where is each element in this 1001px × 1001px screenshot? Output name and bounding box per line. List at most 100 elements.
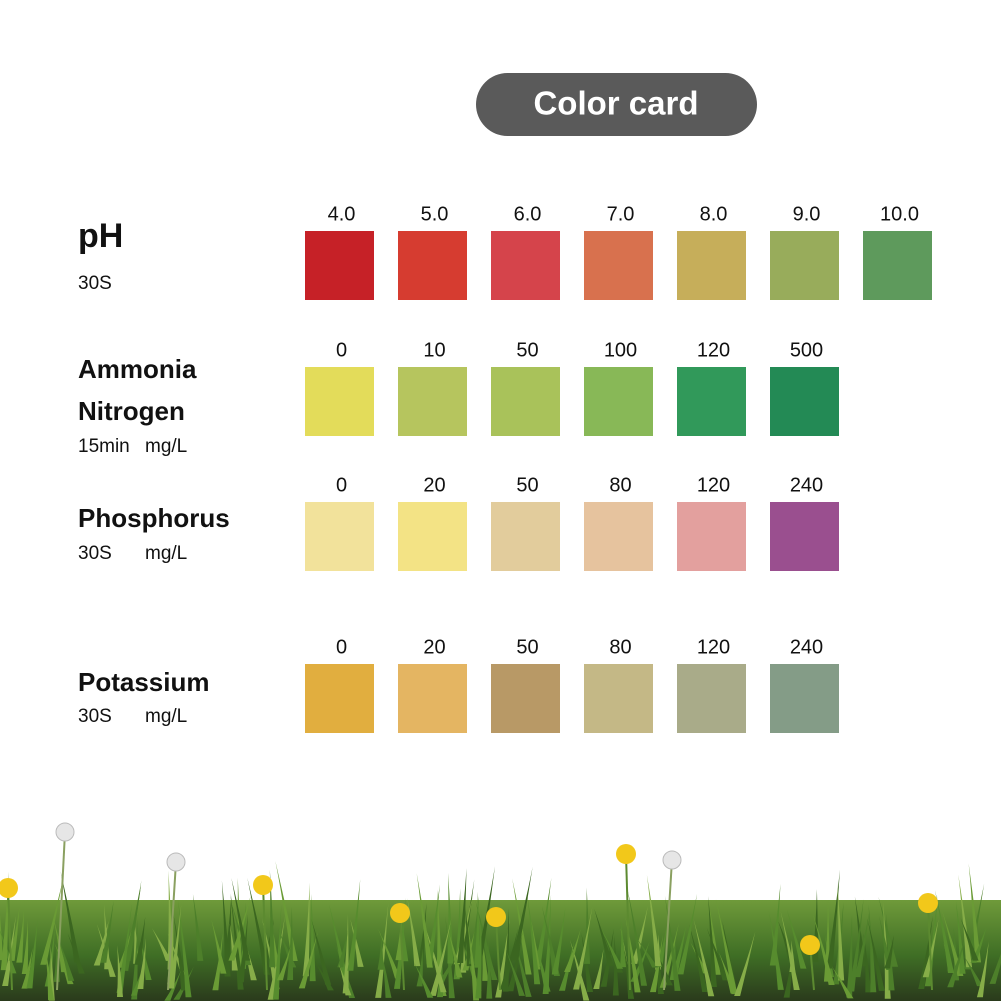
dandelion: [486, 907, 506, 927]
section-name: Potassium: [78, 667, 210, 697]
grass-blade: [426, 884, 440, 964]
swatch-label: 0: [336, 636, 347, 658]
swatch-label: 5.0: [421, 203, 449, 225]
grass-blade: [934, 890, 955, 974]
flower-stem: [167, 861, 177, 991]
grass-blade: [375, 903, 389, 998]
grass-blade: [26, 918, 38, 989]
grass-blade: [447, 873, 454, 964]
grass-blade: [507, 932, 523, 992]
swatch-label: 7.0: [607, 203, 635, 225]
grass-blade: [130, 964, 144, 996]
grass-blade: [831, 966, 854, 999]
grass-blade: [789, 940, 796, 972]
swatch: [491, 502, 560, 571]
section-name: Nitrogen: [78, 396, 185, 426]
grass: [0, 822, 1001, 1001]
grass-blade: [67, 933, 85, 974]
grass-blade: [393, 897, 406, 989]
grass-blade: [989, 953, 1001, 984]
dandelion: [800, 935, 820, 955]
flower-stem: [262, 884, 268, 991]
flower-stem: [7, 887, 13, 991]
section-note: 15min: [78, 436, 130, 457]
section-note: mg/L: [145, 706, 187, 727]
grass-blade: [269, 870, 276, 968]
swatch-label: 50: [516, 339, 538, 361]
grass-blade: [854, 911, 870, 978]
grass-blade: [868, 904, 877, 993]
grass-blade: [347, 879, 361, 971]
grass-blade: [131, 918, 138, 1000]
grass-blade: [377, 928, 401, 979]
grass-blade: [474, 891, 481, 968]
grass-blade: [192, 893, 204, 961]
swatch-label: 500: [790, 339, 823, 361]
grass-blade: [407, 898, 421, 967]
swatch: [398, 502, 467, 571]
section-name: Phosphorus: [78, 503, 230, 533]
grass-blade: [377, 933, 384, 970]
grass-blade: [963, 955, 983, 987]
grass-blade: [223, 895, 232, 965]
swatch-label: 9.0: [793, 203, 821, 225]
flower-stem: [399, 912, 405, 991]
grass-blade: [693, 919, 715, 997]
grass-blade: [8, 907, 20, 961]
grass-blade: [863, 933, 872, 993]
swatch: [677, 231, 746, 300]
swatch-label: 50: [516, 636, 538, 658]
grass-blade: [342, 914, 349, 994]
grass-blade: [21, 919, 29, 974]
swatch-label: 120: [697, 474, 730, 496]
grass-blade: [416, 873, 433, 968]
grass-blade: [116, 903, 132, 993]
grass-blade: [0, 871, 9, 971]
swatch-label: 80: [609, 474, 631, 496]
grass-blade: [671, 923, 687, 974]
grass-blade: [221, 880, 231, 977]
grass-blade: [2, 915, 16, 987]
grass-blade: [612, 935, 619, 996]
grass-blade: [812, 912, 835, 985]
grass-blade: [970, 927, 987, 963]
flower-stem: [56, 831, 66, 991]
section-name: Ammonia: [78, 354, 197, 384]
grass-blade: [837, 883, 845, 981]
grass-blade: [134, 916, 146, 965]
grass-blade: [867, 918, 885, 991]
flower-stem: [663, 859, 673, 991]
grass-blade: [338, 964, 352, 996]
grass-blade: [495, 918, 510, 998]
seed-head: [166, 852, 186, 872]
grass-blade: [649, 934, 663, 993]
dandelion: [0, 878, 18, 898]
grass-blade: [884, 935, 894, 969]
grass-blade: [594, 908, 614, 966]
grass-blade: [541, 906, 560, 976]
grass-blade: [457, 868, 467, 964]
swatch: [305, 664, 374, 733]
grass-blade: [955, 901, 966, 974]
swatch-label: 8.0: [700, 203, 728, 225]
grass-blade: [168, 904, 182, 989]
swatch-label: 10: [423, 339, 445, 361]
grass-blade: [531, 919, 541, 970]
swatch-label: 20: [423, 636, 445, 658]
grass-blade: [786, 909, 807, 969]
section-note: mg/L: [145, 543, 187, 564]
grass-blade: [542, 894, 552, 995]
seed-head: [662, 850, 682, 870]
dandelion: [918, 893, 938, 913]
swatch: [491, 664, 560, 733]
swatch: [677, 664, 746, 733]
swatch: [584, 502, 653, 571]
dandelion: [253, 875, 273, 895]
grass-blade: [627, 890, 648, 986]
grass-blade: [656, 926, 667, 967]
grass-blade: [177, 899, 192, 998]
grass-blade: [600, 928, 614, 987]
grass-blade: [261, 918, 275, 966]
